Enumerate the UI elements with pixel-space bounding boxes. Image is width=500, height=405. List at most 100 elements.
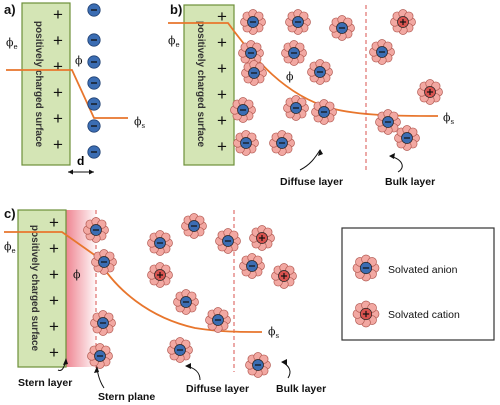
panel-b-solvated-anion: [285, 9, 311, 35]
panel-c-diffuse-arrowhead: [185, 363, 191, 369]
panel-a-potential-curve: [6, 69, 128, 119]
panel-a-plus-sign: +: [53, 5, 63, 24]
legend-anion-icon: [352, 254, 380, 282]
panel-c-solvated-anion: [215, 228, 241, 254]
panel-b-solvated-anion: [283, 95, 309, 121]
panel-b-solvated-anion: [281, 40, 307, 66]
panel-c-phi-s: ϕs: [268, 325, 280, 340]
panel-b-solvated-cation: [390, 9, 416, 35]
panel-a-anion: [87, 3, 101, 17]
panel-c-solvated-cation: [249, 225, 275, 251]
panel-c-solvated-anion: [87, 343, 113, 369]
panel-b: b) ++++++ positively charged surface ϕe …: [168, 2, 455, 188]
panel-b-bulk-label: Bulk layer: [385, 176, 435, 188]
panel-b-bulk-arrowhead: [389, 153, 395, 159]
panel-c-solvated-cation: [147, 262, 173, 288]
panel-b-solvated-anion: [241, 60, 267, 86]
panel-c-plus-sign: +: [49, 291, 59, 310]
panel-c-solvated-anion: [147, 230, 173, 256]
panel-a-surface: [21, 2, 71, 166]
panel-c-plus-sign: +: [49, 239, 59, 258]
panel-b-phi-s: ϕs: [443, 111, 455, 126]
panel-b-plus-signs: + + + + + +: [217, 7, 227, 156]
panel-c-surface-label: positively charged surface: [29, 225, 40, 352]
legend-cation-icon: [352, 300, 380, 328]
panel-b-solvated-anion: [238, 40, 264, 66]
panel-c-diffuse-label: Diffuse layer: [186, 383, 249, 395]
panel-c-phi: ϕ: [73, 268, 81, 281]
panel-b-solvated-anion: [369, 39, 395, 65]
panel-b-solvated-anion: [240, 9, 266, 35]
panel-c-surface: [17, 209, 67, 368]
panel-a-anion: [87, 55, 101, 69]
panel-c-bulk-arrowhead: [281, 359, 287, 365]
panel-b-plus-sign: +: [217, 7, 227, 26]
panel-b-plus-sign: +: [217, 85, 227, 104]
panel-a-ions: [87, 3, 101, 159]
panel-b-solvated-anion: [329, 15, 355, 41]
panel-b-diffuse-label: Diffuse layer: [280, 176, 343, 188]
panel-a-phi: ϕ: [75, 54, 83, 67]
panel-b-ions: [230, 9, 443, 156]
panel-c-plus-sign: +: [49, 317, 59, 336]
panel-c-solvated-anion: [205, 307, 231, 333]
panel-c-solvated-anion: [90, 310, 116, 336]
panel-b-solvated-anion: [311, 99, 337, 125]
panel-c-solvated-anion: [91, 249, 117, 275]
panel-b-phi: ϕ: [286, 70, 294, 83]
panel-a-plus-sign: +: [53, 83, 63, 102]
panel-a-plus-sign: +: [53, 57, 63, 76]
panel-a: a) ++++++ positively charged surface ϕe …: [4, 2, 146, 175]
panel-c-plus-signs: + + + + + +: [49, 213, 59, 362]
panel-a-d-arrow-right: [89, 169, 94, 175]
panel-b-diffuse-arrow: [299, 149, 321, 171]
panel-a-plus-sign: +: [53, 135, 63, 154]
panel-c-stern-plane-arrowhead: [94, 366, 99, 373]
panel-a-label: a): [4, 2, 16, 17]
panel-a-anion: [87, 145, 101, 159]
panel-b-surface-label: positively charged surface: [195, 21, 206, 148]
panel-b-plus-sign: +: [217, 137, 227, 156]
panel-a-plus-sign: +: [53, 31, 63, 50]
legend-anion-label: Solvated anion: [388, 264, 458, 276]
panel-a-plus-sign: +: [53, 109, 63, 128]
panel-a-surface-label: positively charged surface: [33, 21, 44, 148]
panel-b-plus-sign: +: [217, 33, 227, 52]
legend: Solvated anion Solvated cation: [341, 227, 495, 341]
panel-b-surface: [183, 4, 235, 166]
panel-a-anion: [87, 76, 101, 90]
panel-c-label: c): [4, 206, 16, 221]
legend-ions: [352, 254, 380, 328]
panel-b-solvated-anion: [375, 109, 401, 135]
panel-b-solvated-anion: [233, 130, 259, 156]
panel-c-bulk-label: Bulk layer: [276, 383, 326, 395]
panel-b-label: b): [170, 2, 182, 17]
panel-b-solvated-anion: [269, 130, 295, 156]
panel-c-solvated-anion: [181, 213, 207, 239]
panel-b-plus-sign: +: [217, 111, 227, 130]
panel-c-solvated-anion: [167, 337, 193, 363]
panel-c-solvated-anion: [239, 253, 265, 279]
panel-c-stern-plane-label: Stern plane: [98, 391, 155, 403]
panel-a-anion: [87, 33, 101, 47]
panel-b-solvated-anion: [307, 59, 333, 85]
panel-c-ions: [83, 213, 297, 378]
panel-c-phi-e: ϕe: [4, 240, 16, 255]
panel-c-plus-sign: +: [49, 265, 59, 284]
panel-a-plus-signs: + + + + + +: [53, 5, 63, 154]
panel-c-solvated-anion: [245, 352, 271, 378]
panel-b-diffuse-arrowhead: [318, 149, 323, 156]
panel-c-stern-layer-arrowhead: [63, 358, 68, 365]
panel-a-anion: [87, 97, 101, 111]
panel-c-solvated-cation: [271, 263, 297, 289]
panel-b-solvated-anion: [394, 125, 420, 151]
panel-c-diffuse-arrow: [185, 365, 201, 381]
panel-a-phi-e: ϕe: [6, 36, 18, 51]
panel-c-stern-layer-label: Stern layer: [18, 377, 72, 389]
panel-b-plus-sign: +: [217, 59, 227, 78]
panel-b-bulk-arrow: [389, 155, 403, 173]
panel-c-solvated-anion: [173, 289, 199, 315]
panel-c-plus-sign: +: [49, 343, 59, 362]
panel-c-plus-sign: +: [49, 213, 59, 232]
